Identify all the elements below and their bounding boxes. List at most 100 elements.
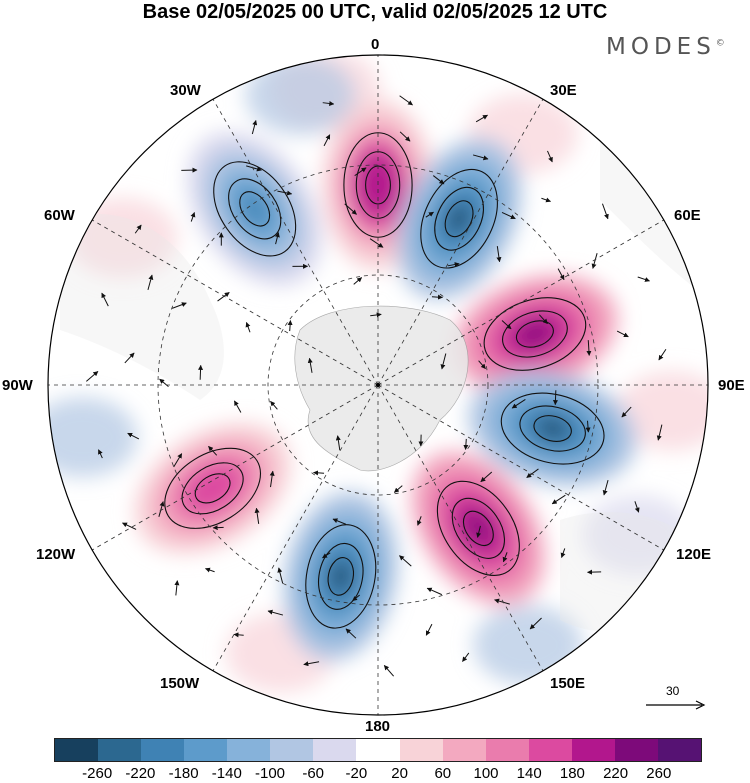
wind-arrow [621,406,632,418]
weak-anomaly [48,397,138,478]
wind-arrow [173,453,183,468]
map-border [47,54,709,716]
meridian-line [92,384,379,551]
lon-label-0: 0 [371,36,380,53]
anomaly-contour [228,178,282,240]
colorbar-swatch [442,739,486,761]
meridian-line [212,384,379,671]
wind-arrow [602,479,609,496]
colorbar-swatch [528,739,572,761]
positive-anomaly-layer [521,324,549,344]
anomaly-contour [519,405,586,452]
wind-arrow [480,471,493,483]
wind-arrow [322,552,331,559]
weak-anomaly [616,370,708,451]
wind-arrow [274,232,280,245]
wind-arrow [399,555,412,567]
anomaly-contour [436,480,520,576]
lon-label-90w: 90W [2,377,33,394]
wind-arrow [174,580,180,596]
lon-label-60w: 60W [44,207,75,224]
colorbar-swatch [184,739,228,761]
brand-logo: MODES© [606,34,725,60]
colorbar-tick-label: -60 [302,765,325,782]
wind-arrow [246,165,262,172]
wind-arrow [171,302,187,309]
colorbar-tick-label: -180 [168,765,199,782]
wind-arrow [254,507,260,524]
wind-arrow [399,131,411,142]
colorbar [54,738,702,762]
wind-arrow [551,494,566,505]
wind-arrow [634,501,640,513]
wind-arrow [557,268,565,281]
colorbar-tick-label: -140 [211,765,242,782]
anomaly-contour [164,447,262,529]
wind-arrow [393,485,403,493]
negative-anomaly-layer [331,562,351,591]
wind-arrow [616,330,629,338]
wind-arrow [432,175,445,185]
colorbar-swatch [485,739,529,761]
colorbar-tick-label: -20 [345,765,368,782]
colorbar-swatch [571,739,615,761]
meridian-line [92,219,379,386]
reference-vector-label: 30 [666,684,680,698]
wind-arrow [496,246,502,263]
wind-arrow [529,617,542,630]
colorbar-tick-label: 140 [516,765,542,782]
wind-arrow [323,134,331,147]
wind-arrow [586,340,592,356]
wind-arrow [352,594,361,602]
colorbar-tick-label: 20 [391,765,408,782]
wind-arrow [426,587,443,596]
anomaly-contour [420,168,498,269]
wind-arrow [267,609,284,616]
contour-lines [164,132,605,629]
meridian-line [377,384,544,671]
anomaly-contour [502,310,568,358]
wind-arrow [383,665,395,677]
wind-arrow [560,548,566,558]
lon-label-120w: 120W [36,546,76,563]
lon-label-30e: 30E [550,82,577,99]
wind-vectors [86,95,667,677]
anomaly-contour [213,161,297,257]
wind-arrow [440,353,447,370]
wind-arrow [416,516,422,526]
australia-land [560,512,705,632]
colorbar-swatch [227,739,271,761]
anomaly-contour [318,542,364,610]
wind-arrow [86,371,99,382]
wind-arrow [526,468,539,478]
anomaly-contour [239,191,271,227]
colorbar-tick-label: -220 [125,765,156,782]
wind-arrow [354,167,367,177]
wind-arrow [269,470,275,488]
wind-arrow [591,253,598,269]
wind-arrow [322,101,335,106]
weak-anomaly [245,55,356,136]
wind-arrow [287,320,293,332]
latitude-circle [267,274,489,496]
wind-arrow [332,518,347,525]
wind-arrow [463,438,469,450]
negative-anomaly-layer [243,196,266,222]
wind-arrow [208,445,218,456]
anomaly-contour [500,392,605,465]
lat-lon-grid [48,55,708,715]
colorbar-swatch [98,739,142,761]
wind-arrow [251,120,258,135]
wind-arrow [370,312,382,318]
wind-arrow [233,632,244,638]
wind-arrow [472,154,489,161]
map-title: Base 02/05/2025 00 UTC, valid 02/05/2025… [142,1,608,23]
colorbar-swatch [55,739,99,761]
wind-arrow [475,114,488,123]
wind-arrow [335,435,341,451]
wind-arrow [658,348,667,361]
anomaly-contour [434,186,484,251]
anomaly-contour [462,510,494,547]
wind-arrow [270,400,278,410]
negative-anomaly-layer [448,205,470,233]
